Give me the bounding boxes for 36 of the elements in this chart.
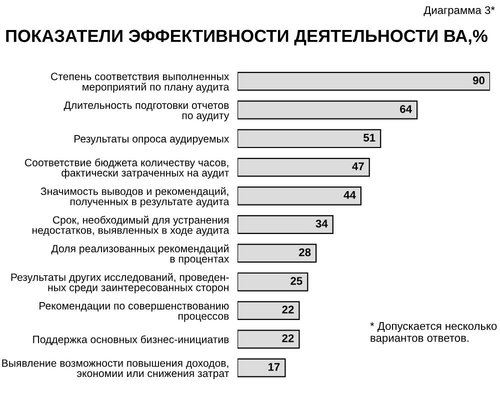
y-tick-label: Степень соответствия выполненных мероприятий по плану аудита — [51, 72, 230, 93]
data-label: 90 — [472, 76, 484, 84]
data-label: 44 — [344, 191, 356, 199]
bar — [238, 272, 308, 292]
bar — [238, 330, 300, 349]
y-tick-label: Результаты других исследований, проведен- ных среди заинтересованных сторон — [11, 273, 229, 294]
y-tick-label: Выявление возможности повышения доходов, экономии или снижения затрат — [2, 359, 229, 380]
data-label: 17 — [268, 363, 280, 371]
chart-title: ПОКАЗАТЕЛИ ЭФФЕКТИВНОСТИ ДЕЯТЕЛЬНОСТИ ВА,% — [6, 30, 488, 46]
data-label: 22 — [282, 306, 294, 314]
y-tick-label: Значимость выводов и рекомендаций, полученных в результате аудита — [40, 187, 230, 208]
bar — [238, 358, 286, 378]
bar — [238, 215, 334, 234]
y-tick-label: Поддержка основных бизнес-инициатив — [33, 335, 229, 346]
annotation: * Допускается несколько вариантов ответов. — [370, 322, 497, 344]
y-tick-label: Срок, необходимый для устранения недостатков, выявленных в ходе аудита — [32, 216, 230, 236]
y-tick-label: Длительность подготовки отчетов по аудиту — [64, 102, 230, 122]
data-label: 51 — [364, 134, 376, 142]
data-label: 22 — [282, 334, 294, 342]
bar — [238, 301, 300, 320]
y-tick-label: Соответствие бюджета количеству часов, фактически затраченных на аудит — [24, 158, 229, 179]
y-tick-label: Результаты опроса аудируемых — [74, 135, 230, 145]
chart-subtitle: Диаграмма 3* — [424, 6, 495, 16]
bar — [238, 100, 418, 120]
bar — [238, 244, 317, 263]
data-label: 25 — [290, 277, 302, 285]
bar — [238, 186, 362, 206]
bar — [238, 129, 382, 148]
y-tick-label: Доля реализованных рекомендаций в процентах — [51, 244, 230, 265]
y-tick-label: Рекомендации по совершенствованию процессов — [40, 302, 229, 322]
bar — [238, 158, 370, 177]
data-label: 47 — [352, 162, 364, 170]
data-label: 64 — [400, 105, 412, 113]
data-label: 28 — [299, 248, 311, 256]
bar — [238, 72, 490, 91]
data-label: 34 — [316, 220, 328, 228]
